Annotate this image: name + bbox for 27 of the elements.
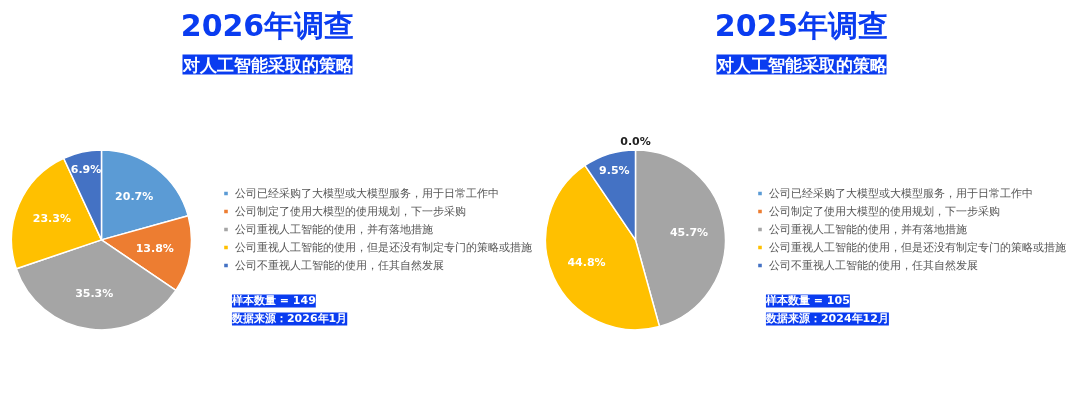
legend-label: 公司不重视人工智能的使用，任其自然发展 [769,257,978,273]
chart-title: 2025年调查 [714,7,889,43]
legend-label: 公司不重视人工智能的使用，任其自然发展 [235,257,444,273]
text: 样本数量 = 105 [764,294,850,308]
text: 0.0% [620,135,651,149]
legend-label: 公司已经采购了大模型或大模型服务，用于日常工作中 [235,185,499,201]
chart-subtitle: 对人工智能采取的策略 [181,54,354,75]
legend-label: 公司重视人工智能的使用，但是还没有制定专门的策略或措施 [235,239,532,255]
data-label: 35.3% [75,286,114,300]
data-label: 23.3% [32,212,71,226]
legend-label: 公司重视人工智能的使用，但是还没有制定专门的策略或措施 [769,239,1066,255]
data-label: 20.7% [115,190,154,204]
source-note: 数据来源：2026年1月 [230,312,348,326]
data-label: 45.7% [669,226,709,240]
data-label: 13.8% [135,242,174,256]
data-label: 44.8% [567,256,606,270]
legend-label: 公司制定了使用大模型的使用规划，下一步采购 [235,203,466,219]
chart-subtitle: 对人工智能采取的策略 [715,54,888,75]
source-note: 数据来源：2024年12月 [764,312,889,326]
legend-label: 公司已经采购了大模型或大模型服务，用于日常工作中 [769,185,1033,201]
chart-title: 2026年调查 [180,7,355,43]
data-label: 9.5% [599,164,630,178]
legend-label: 公司重视人工智能的使用，并有落地措施 [769,221,967,237]
legend-label: 公司重视人工智能的使用，并有落地措施 [235,221,433,237]
legend-label: 公司制定了使用大模型的使用规划，下一步采购 [769,203,1000,219]
data-label: 6.9% [70,162,102,176]
text: 样本数量 = 149 [230,294,316,308]
